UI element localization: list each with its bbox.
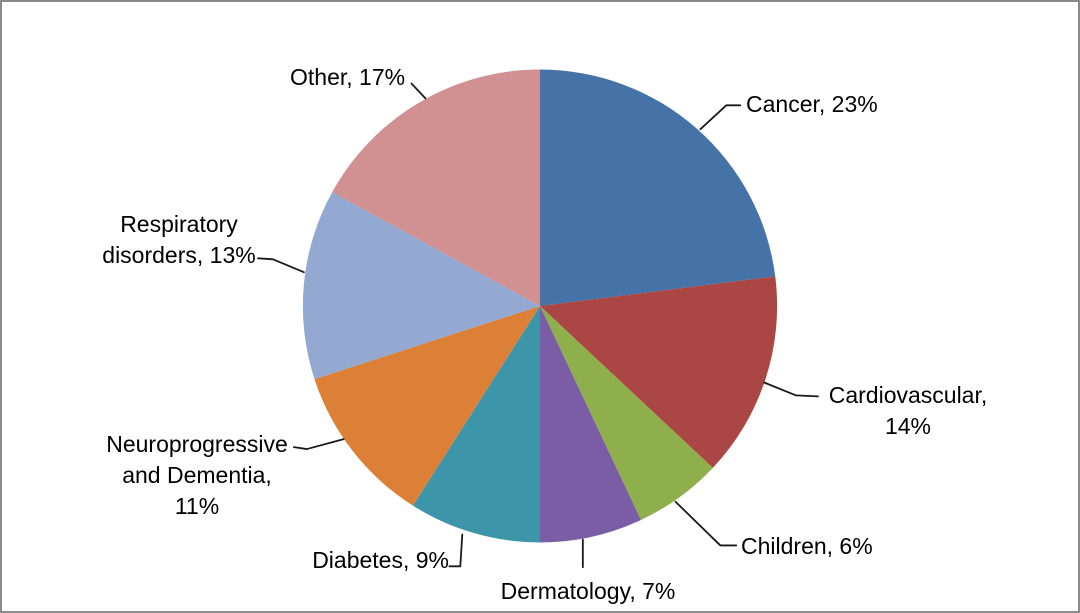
- slice-label-other: Other, 17%: [290, 64, 406, 90]
- pie-slice-cardiovascular: [540, 276, 778, 468]
- leader-line-cancer: [699, 104, 742, 131]
- leader-line-children: [674, 500, 738, 547]
- slice-label-dermatology: Dermatology, 7%: [500, 578, 676, 604]
- leader-line-diabetes: [448, 533, 464, 568]
- slice-label-children: Children, 6%: [741, 533, 873, 559]
- slice-label-cardiovascular: Cardiovascular, 14%: [828, 382, 988, 439]
- pie-slice-neuroprogressive-and-dementia: [314, 306, 540, 506]
- leader-line-respiratory: [257, 257, 305, 274]
- pie-slices-group: [302, 69, 778, 543]
- leader-line-other: [410, 82, 427, 100]
- slice-label-diabetes: Diabetes, 9%: [312, 547, 449, 573]
- leader-line-neuroprogressive: [293, 438, 345, 450]
- pie-slice-other: [332, 69, 540, 307]
- slice-label-cancer: Cancer, 23%: [746, 91, 878, 117]
- pie-slice-respiratory-disorders: [302, 192, 540, 380]
- pie-slice-cancer: [540, 69, 776, 307]
- slice-label-respiratory: Respiratory disorders, 13%: [102, 211, 256, 268]
- pie-slice-children: [540, 306, 713, 520]
- slice-label-neuroprogressive: Neuroprogressive and Dementia, 11%: [106, 431, 288, 519]
- pie-slice-diabetes: [412, 306, 540, 543]
- leader-line-cardiovascular: [763, 381, 819, 398]
- pie-slice-dermatology: [540, 306, 641, 543]
- leader-lines-group: [257, 82, 819, 569]
